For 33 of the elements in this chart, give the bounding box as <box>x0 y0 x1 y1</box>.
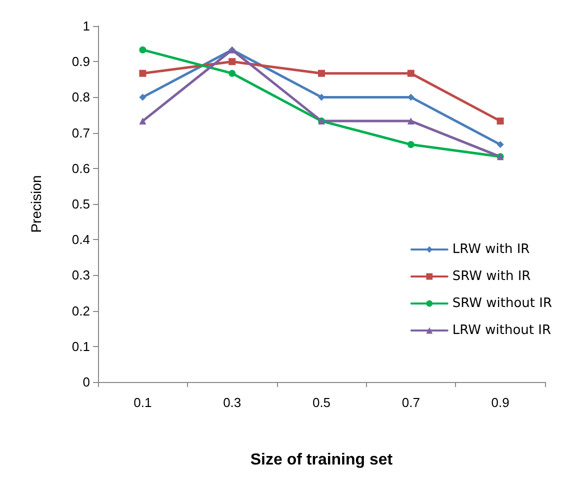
point <box>139 70 146 77</box>
legend-label: SRW without IR <box>452 296 552 311</box>
point <box>407 70 414 77</box>
y-tick-label: 0.7 <box>72 125 90 140</box>
x-axis-title: Size of training set <box>250 452 394 468</box>
y-tick-label: 0.2 <box>72 303 90 318</box>
point <box>228 70 236 77</box>
y-tick-label: 0.9 <box>72 54 90 70</box>
point <box>407 141 414 148</box>
y-tick-label: 0.6 <box>72 160 90 176</box>
x-tick-label: 0.1 <box>134 395 152 410</box>
point <box>228 58 236 66</box>
legend-label: LRW without IR <box>452 323 551 338</box>
point <box>139 46 146 54</box>
legend-label: SRW with IR <box>452 269 531 284</box>
x-tick-label: 0.3 <box>223 395 242 410</box>
point <box>496 141 504 148</box>
y-axis-title: Precision <box>28 175 44 233</box>
point <box>318 70 325 77</box>
y-tick-label: 0 <box>82 374 90 390</box>
y-tick-label: 1 <box>82 18 90 34</box>
y-tick-label: 0.8 <box>72 90 90 105</box>
x-tick-label: 0.7 <box>402 395 420 410</box>
point <box>139 94 146 101</box>
y-tick-label: 0.1 <box>72 338 90 354</box>
y-tick-label: 0.3 <box>72 268 90 283</box>
point <box>318 94 325 101</box>
x-tick-label: 0.9 <box>491 395 510 410</box>
legend-label: LRW with IR <box>452 242 530 257</box>
point <box>496 118 504 125</box>
y-tick-label: 0.5 <box>72 196 90 212</box>
y-tick-label: 0.4 <box>72 232 90 248</box>
x-tick-label: 0.5 <box>312 395 331 410</box>
